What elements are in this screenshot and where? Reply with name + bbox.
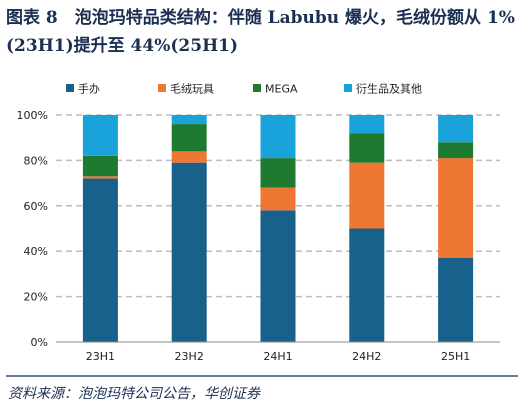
y-axis-ticks: 0% 20% 40% 60% 80% 100% <box>17 109 48 349</box>
x-tick-label: 25H1 <box>441 350 470 363</box>
x-tick-label: 24H2 <box>352 350 381 363</box>
bar-segment <box>260 210 296 342</box>
bar-segment <box>438 115 474 143</box>
bar-segment <box>260 158 296 188</box>
bar-segment <box>171 151 207 163</box>
bar-segment <box>438 158 474 259</box>
x-axis-ticks: 23H1 23H2 24H1 24H2 25H1 <box>86 350 470 363</box>
legend-label: 毛绒玩具 <box>170 83 214 96</box>
bar-segment <box>171 115 207 125</box>
y-tick-label: 100% <box>17 109 48 122</box>
x-tick-label: 23H1 <box>86 350 115 363</box>
bar-segment <box>349 228 385 342</box>
bar-segment <box>82 115 118 156</box>
bar-segment <box>349 162 385 229</box>
bar-segment <box>438 142 474 159</box>
bar-segment <box>171 162 207 342</box>
bar-segment <box>349 115 385 134</box>
bars <box>82 115 474 342</box>
source-divider <box>6 375 518 377</box>
bar-segment <box>260 187 296 211</box>
legend-swatch <box>158 84 166 92</box>
legend-label: 衍生品及其他 <box>356 82 422 96</box>
legend-swatch <box>66 84 74 92</box>
bar-segment <box>82 178 118 342</box>
legend-label: 手办 <box>78 82 100 96</box>
chart-title: 图表 8 泡泡玛特品类结构：伴随 Labubu 爆火，毛绒份额从 1%(23H1… <box>6 8 515 56</box>
legend-swatch <box>253 84 261 92</box>
bar-segment <box>82 176 118 179</box>
legend-swatch <box>344 84 352 92</box>
legend: 手办 毛绒玩具 MEGA 衍生品及其他 <box>66 82 422 96</box>
bar-segment <box>349 133 385 163</box>
stacked-bar-chart: 手办 毛绒玩具 MEGA 衍生品及其他 0% 20% 40% 60% 80% 100% 23H1… <box>17 82 500 363</box>
bar-segment <box>82 155 118 177</box>
y-tick-label: 20% <box>24 291 48 304</box>
x-tick-label: 23H2 <box>175 350 204 363</box>
x-tick-label: 24H1 <box>263 350 292 363</box>
y-tick-label: 80% <box>24 154 48 167</box>
source-note: 资料来源：泡泡玛特公司公告，华创证券 <box>8 386 260 402</box>
y-tick-label: 0% <box>31 336 48 349</box>
bar-segment <box>438 258 474 342</box>
bar-segment <box>171 124 207 152</box>
y-tick-label: 60% <box>24 200 48 213</box>
legend-label: MEGA <box>265 83 298 96</box>
bar-segment <box>260 115 296 159</box>
y-tick-label: 40% <box>24 245 48 258</box>
